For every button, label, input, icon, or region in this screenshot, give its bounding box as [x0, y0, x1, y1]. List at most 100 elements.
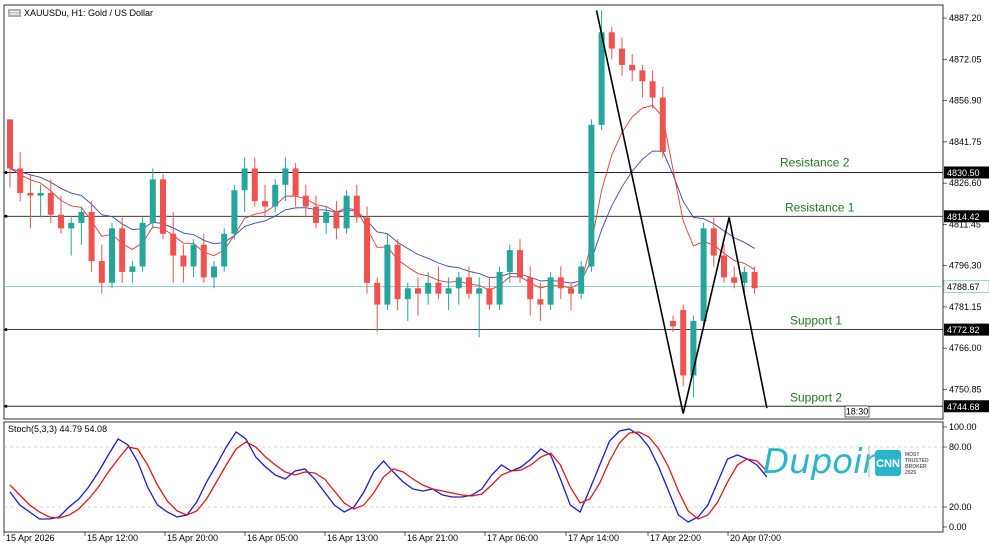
level-price-label: 4830.50	[947, 168, 980, 178]
candle-body	[547, 277, 554, 305]
dupoin-logo: Dupoin CNN MOST TRUSTED BROKER 2025	[763, 442, 929, 482]
candle-body	[7, 119, 13, 169]
stoch-tick-label: 0.00	[949, 522, 967, 532]
candle-body	[323, 212, 330, 223]
level-anchor	[4, 404, 8, 408]
price-tick-label: 4811.45	[949, 219, 981, 229]
candle-body	[537, 299, 544, 305]
candle-body	[425, 282, 432, 294]
candle-body	[659, 97, 666, 153]
price-panel-frame	[3, 4, 944, 420]
candles	[7, 10, 758, 398]
level-price-label: 4772.82	[947, 325, 980, 335]
candle-body	[109, 228, 115, 283]
candle-body	[68, 222, 75, 229]
time-box: 18:30	[844, 405, 870, 418]
candle-body	[139, 222, 146, 267]
time-tick-label: 16 Apr 05:00	[247, 533, 298, 543]
symbol-title: XAUUSDu, H1: Gold / US Dollar	[24, 8, 153, 18]
level-anchor	[4, 328, 8, 332]
candle-body	[517, 250, 523, 278]
candle-body	[751, 271, 758, 289]
stoch-tick-label: 100.00	[949, 422, 977, 432]
ma-slow-line	[9, 150, 755, 284]
candle-body	[619, 48, 625, 65]
price-tick-label: 4856.90	[949, 96, 982, 106]
candle-body	[731, 277, 738, 283]
time-tick-label: 15 Apr 20:00	[167, 533, 218, 543]
candle-body	[435, 282, 442, 294]
price-tick-label: 4750.85	[949, 384, 982, 394]
level-name: Resistance 1	[785, 200, 855, 214]
level-price-label: 4814.42	[947, 212, 980, 222]
candle-body	[231, 190, 238, 234]
candle-body	[262, 201, 268, 207]
candle-body	[670, 320, 676, 327]
level-name: Resistance 2	[780, 156, 850, 170]
level-price-box	[944, 400, 989, 413]
candle-body	[710, 228, 717, 256]
stoch-k-line	[9, 428, 768, 523]
candle-body	[506, 250, 513, 272]
candle-body	[282, 168, 289, 185]
moving-averages	[9, 104, 755, 291]
candle-body	[211, 266, 217, 278]
time-axis: 15 Apr 2026 15 Apr 12:00 15 Apr 20:00 16 Ap…	[3, 532, 781, 543]
candle-body	[364, 217, 370, 283]
stoch-lines	[9, 428, 768, 523]
time-tick-label: 15 Apr 12:00	[87, 533, 138, 543]
level-lines: Resistance 2 4830.50 Resistance 1 4814.42 Su…	[4, 156, 989, 413]
candle-body	[476, 288, 483, 294]
candle-body	[404, 288, 411, 300]
candle-body	[180, 255, 187, 267]
candle-body	[527, 277, 534, 300]
candle-body	[37, 192, 44, 196]
candle-body	[578, 266, 585, 294]
candle-body	[557, 277, 564, 289]
price-tick-label: 4841.75	[949, 137, 982, 147]
candle-body	[88, 212, 95, 262]
time-tick-label: 20 Apr 07:00	[730, 533, 781, 543]
candle-body	[170, 233, 177, 256]
candle-body	[384, 244, 391, 305]
svg-text:BROKER: BROKER	[905, 464, 927, 470]
candle-body	[741, 271, 748, 283]
svg-text:2025: 2025	[905, 470, 916, 476]
candle-body	[272, 184, 279, 207]
ma-fast-line	[9, 104, 755, 291]
current-price-label: 4788.67	[947, 282, 980, 292]
candle-body	[292, 168, 299, 196]
candle-body	[78, 212, 85, 223]
indicator-title: Stoch(5,3,3) 44.79 54.08	[8, 424, 107, 434]
level-price-box	[944, 323, 989, 336]
current-price-box	[943, 280, 989, 293]
candle-body	[608, 32, 615, 49]
candle-body	[568, 288, 574, 294]
zigzag-pattern	[595, 10, 768, 414]
time-tick-label: 17 Apr 14:00	[568, 533, 619, 543]
level-name: Support 1	[790, 314, 842, 328]
candle-body	[302, 195, 309, 207]
candle-body	[343, 195, 350, 229]
price-tick-label: 4826.60	[949, 178, 982, 188]
candle-body	[58, 214, 64, 229]
candle-body	[27, 192, 34, 196]
candle-body	[486, 288, 493, 305]
candle-body	[200, 244, 207, 278]
candle-body	[700, 228, 707, 321]
candle-body	[445, 288, 452, 294]
candle-body	[47, 192, 54, 215]
candle-body	[639, 70, 646, 82]
symbol-menu-icon[interactable]	[8, 9, 21, 17]
svg-text:TRUSTED: TRUSTED	[905, 458, 929, 464]
candle-body	[313, 206, 319, 223]
level-name: Support 2	[790, 390, 842, 404]
candle-body	[598, 32, 605, 125]
price-tick-label: 4766.00	[949, 343, 982, 353]
candle-body	[394, 244, 401, 300]
candle-body	[353, 195, 360, 218]
candle-body	[160, 179, 166, 234]
candle-body	[649, 81, 656, 98]
candle-body	[455, 277, 462, 289]
